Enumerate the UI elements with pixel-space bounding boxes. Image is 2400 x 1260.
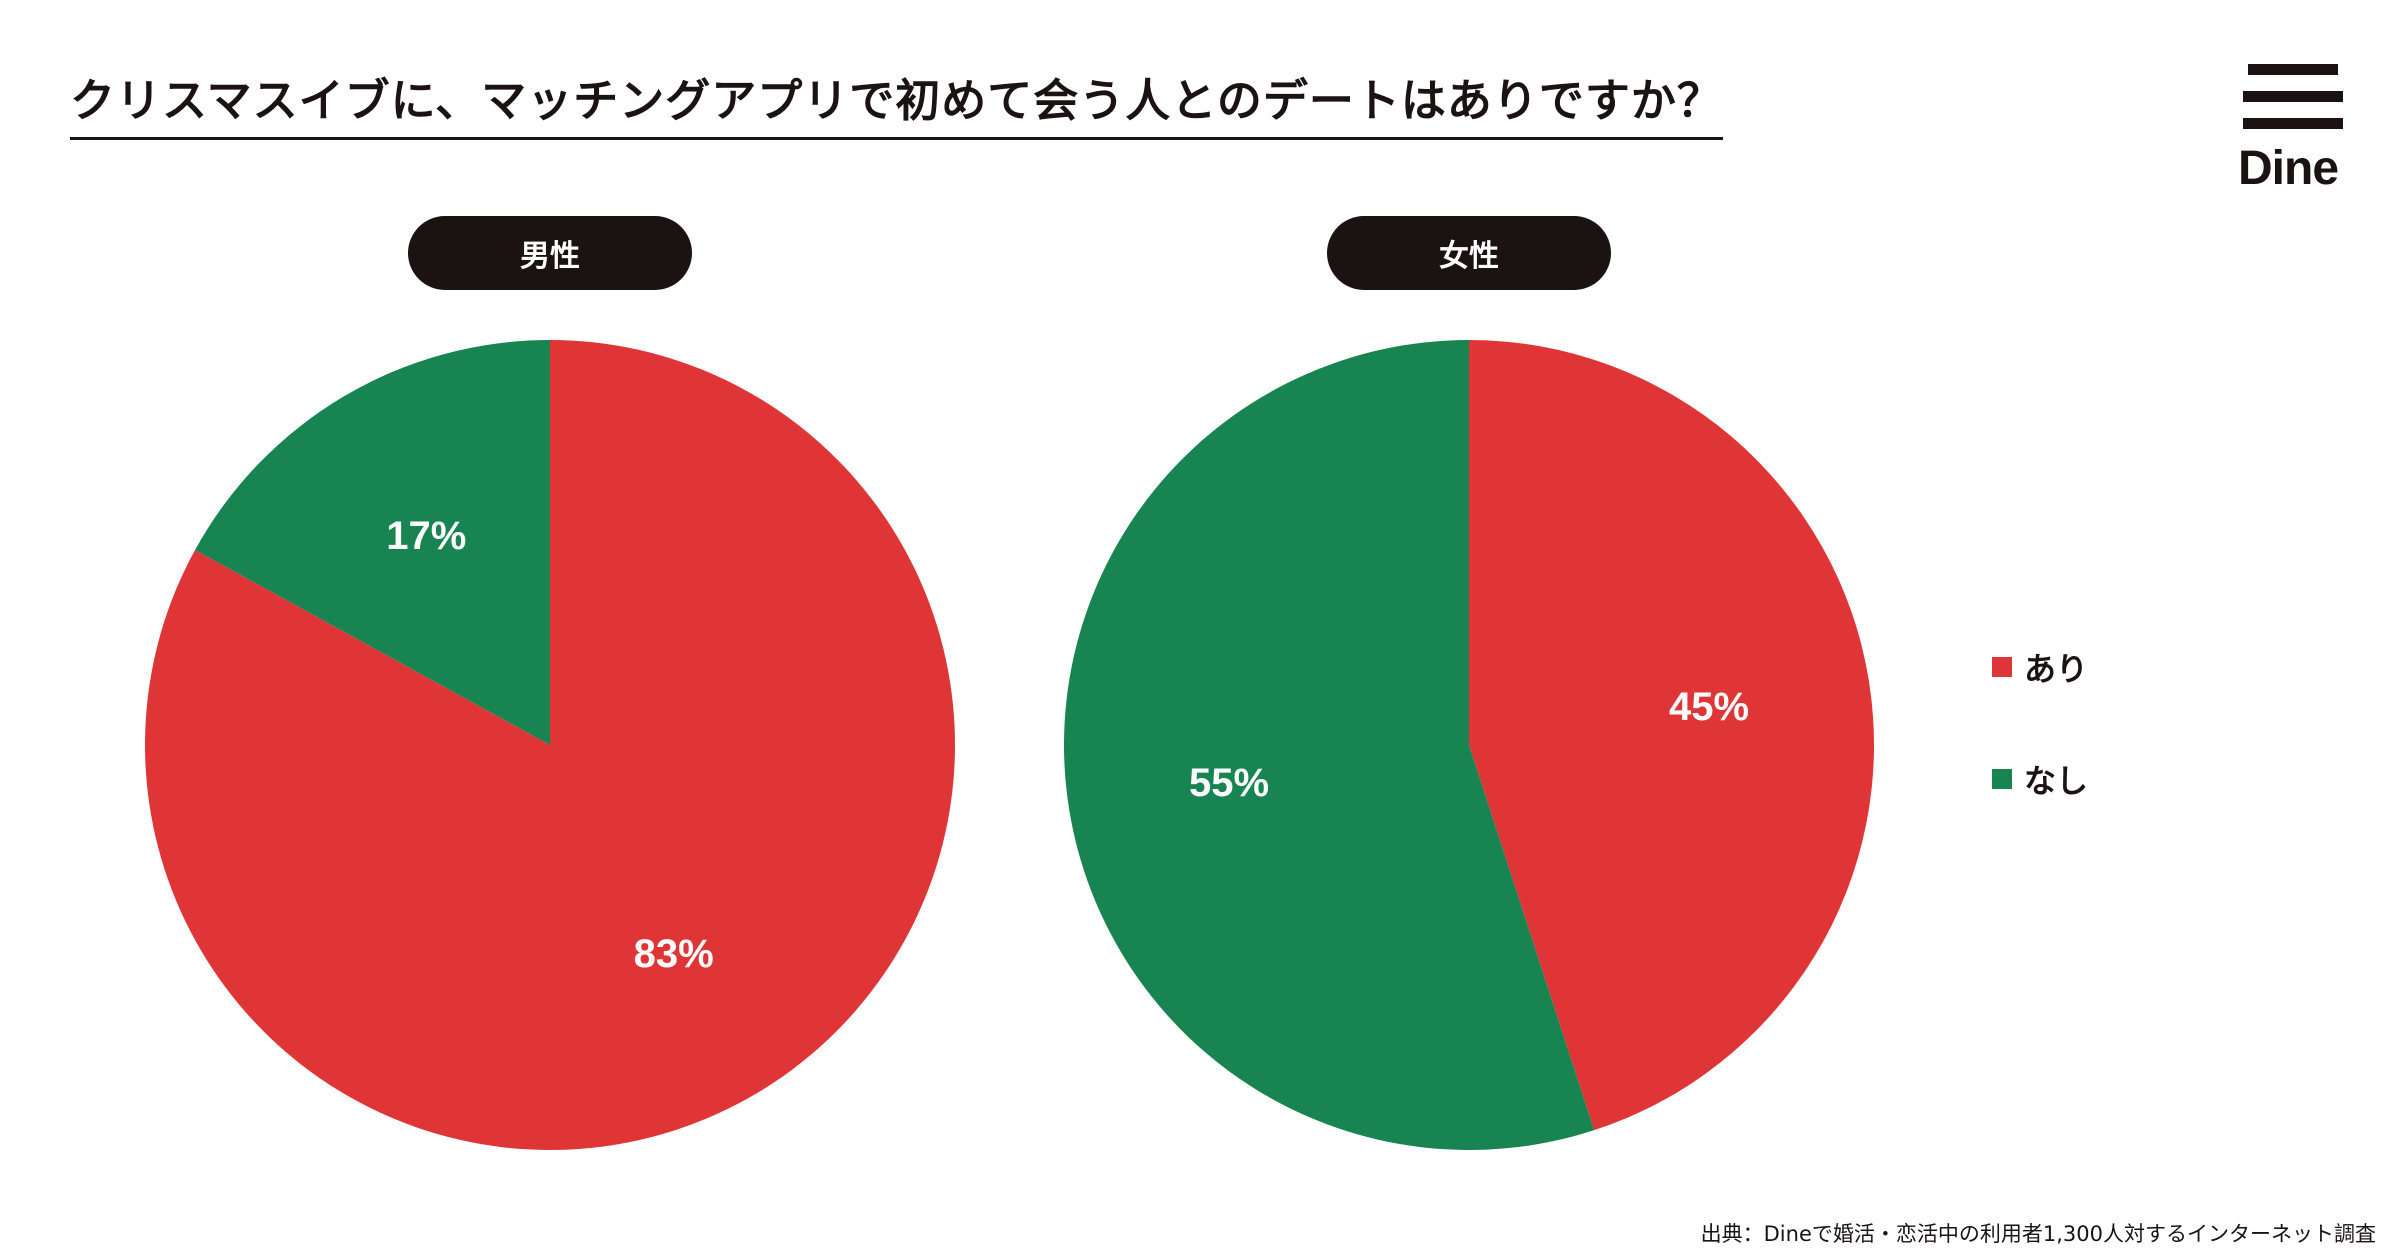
legend-label-no: なし: [2024, 762, 2089, 800]
legend-label-yes: あり: [2024, 650, 2089, 688]
logo-bar: [2243, 91, 2343, 102]
legend-item-yes: あり: [1992, 645, 2088, 689]
pie-title-female: 女性: [1327, 216, 1611, 290]
pie-slice-female-no: [1064, 340, 1595, 1150]
legend-swatch-no: [1992, 769, 2012, 789]
chart-title: クリスマスイブに、マッチングアプリで初めて会う人とのデートはありですか？: [70, 64, 1723, 140]
logo-bar: [2248, 64, 2338, 75]
legend-item-no: なし: [1992, 757, 2088, 801]
legend: あり なし: [1992, 645, 2088, 869]
pie-label-female-yes: 45%: [1669, 685, 1749, 729]
pie-label-female-no: 55%: [1189, 761, 1269, 805]
pie-slice-female-yes: [1469, 340, 1874, 1131]
logo-text: Dine: [2238, 142, 2339, 195]
logo-bar: [2243, 118, 2343, 129]
pie-label-male-no: 17%: [386, 514, 466, 558]
source-note: 出典：Dineで婚活・恋活中の利用者1,300人対するインターネット調査: [1700, 1222, 2376, 1246]
pie-label-male-yes: 83%: [634, 932, 714, 976]
pie-title-male: 男性: [408, 216, 692, 290]
dine-logo: Dine: [2238, 64, 2348, 193]
pie-slice-male-no: [195, 340, 550, 745]
legend-swatch-yes: [1992, 657, 2012, 677]
